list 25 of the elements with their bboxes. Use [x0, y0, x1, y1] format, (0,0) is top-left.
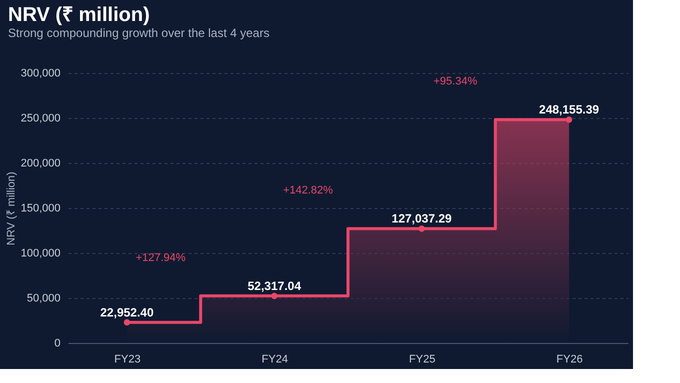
- point: [418, 226, 425, 232]
- annotation: +127.94%: [136, 252, 186, 264]
- point: [271, 292, 278, 300]
- text: 248,155.39: [539, 102, 600, 117]
- x-tick-label: FY26: [556, 354, 583, 366]
- x-tick-label: FY25: [409, 354, 436, 366]
- y-tick-label: 250,000: [20, 112, 60, 124]
- x-tick-label: FY24: [262, 354, 288, 366]
- y-tick-label: 50,000: [26, 292, 60, 304]
- y-tick-label: 200,000: [20, 158, 60, 170]
- text: 22,952.40: [100, 305, 154, 320]
- x-tick-label: FY23: [114, 354, 141, 366]
- y-tick-label: 0: [54, 338, 60, 350]
- chart-subtitle: Strong compounding growth over the last 4 years: [8, 26, 270, 40]
- text: 127,037.29: [392, 212, 452, 226]
- y-tick-label: 300,000: [20, 68, 60, 80]
- chart-title: NRV (₹ million): [8, 4, 150, 26]
- y-axis-title: NRV (₹ million): [6, 172, 18, 246]
- annotation: +95.34%: [434, 76, 478, 88]
- annotation: +142.82%: [283, 184, 334, 197]
- text: 52,317.04: [248, 278, 302, 293]
- y-tick-label: 150,000: [20, 202, 60, 214]
- point: [124, 319, 130, 326]
- point: [566, 116, 572, 123]
- y-tick-label: 100,000: [20, 248, 60, 260]
